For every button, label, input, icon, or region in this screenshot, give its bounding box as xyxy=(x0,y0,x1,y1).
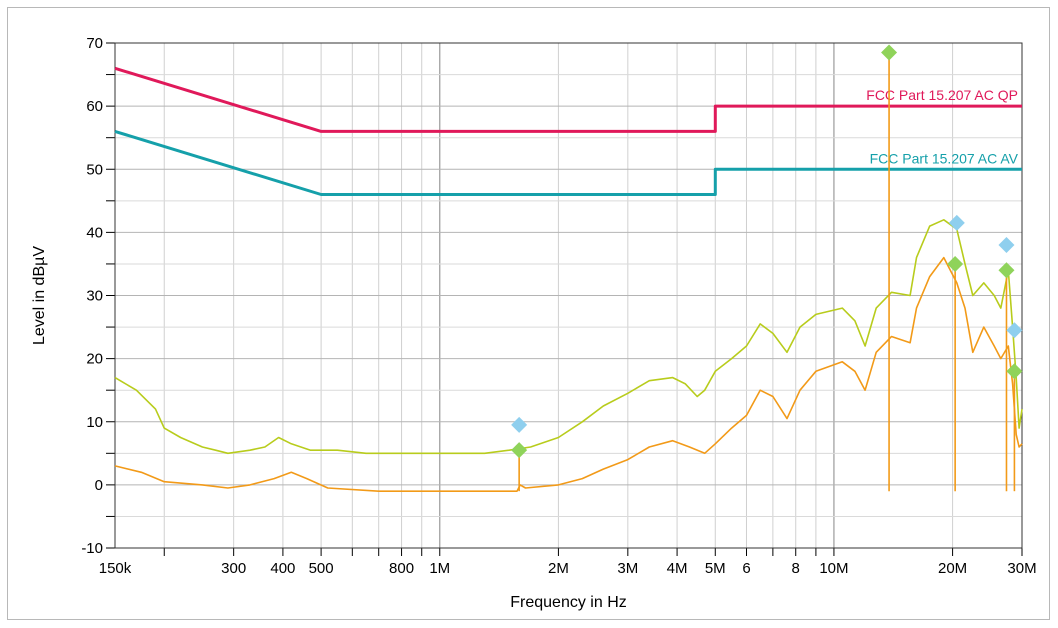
x-tick-label: 30M xyxy=(1007,560,1036,577)
y-tick-label: 10 xyxy=(86,414,103,431)
qp-marker xyxy=(881,44,898,61)
plot-area xyxy=(114,42,1023,549)
y-tick-label: 60 xyxy=(86,98,103,115)
x-tick-label: 800 xyxy=(389,560,414,577)
y-tick-label: 70 xyxy=(86,35,103,52)
x-tick-label: 8 xyxy=(792,560,800,577)
y-tick-label: 50 xyxy=(86,161,103,178)
tick-labels: 150k 300 400 500 800 1M 2M 3M 4M 5M 6 8 10M 20M 30M706… xyxy=(81,35,1036,577)
x-axis-title: Frequency in Hz xyxy=(510,594,627,611)
y-tick-label: 30 xyxy=(86,288,103,305)
x-tick-label: 300 xyxy=(221,560,246,577)
x-tick-label: 4M xyxy=(667,560,688,577)
y-tick-label: -10 xyxy=(81,540,103,557)
x-tick-label: 1M xyxy=(429,560,450,577)
measurement-trace xyxy=(114,256,1023,493)
limit-label: FCC Part 15.207 AC AV xyxy=(870,150,1019,166)
x-tick-label: 6 xyxy=(742,560,750,577)
qp-marker xyxy=(511,442,528,459)
av-marker xyxy=(1006,322,1023,339)
series-layer: FCC Part 15.207 AC QP FCC Part 15.207 AC … xyxy=(114,66,1023,493)
av-marker xyxy=(511,416,528,433)
limit-label: FCC Part 15.207 AC QP xyxy=(866,87,1018,103)
qp-marker xyxy=(947,255,964,272)
x-tick-label: 20M xyxy=(938,560,967,577)
y-tick-label: 20 xyxy=(86,351,103,368)
limit-line xyxy=(114,66,1022,133)
x-tick-label: 3M xyxy=(617,560,638,577)
y-axis-title: Level in dBµV xyxy=(31,246,48,345)
av-marker xyxy=(998,237,1015,253)
limit-line xyxy=(114,129,1022,196)
av-marker xyxy=(948,214,965,231)
x-tick-label: 400 xyxy=(270,560,295,577)
x-tick-label: 500 xyxy=(309,560,334,577)
marker-layer xyxy=(511,44,1023,492)
x-tick-label: 2M xyxy=(548,560,569,577)
y-tick-label: 0 xyxy=(95,477,103,494)
x-tick-label: 5M xyxy=(705,560,726,577)
x-tick-label: 10M xyxy=(819,560,848,577)
qp-marker xyxy=(998,262,1015,279)
chart-frame: FCC Part 15.207 AC QP FCC Part 15.207 AC … xyxy=(7,7,1050,620)
measurement-trace xyxy=(114,219,1023,455)
qp-marker xyxy=(1006,363,1023,380)
x-tick-label: 150k xyxy=(99,560,132,577)
emission-chart: FCC Part 15.207 AC QP FCC Part 15.207 AC … xyxy=(31,35,1037,611)
y-tick-label: 40 xyxy=(86,224,103,241)
